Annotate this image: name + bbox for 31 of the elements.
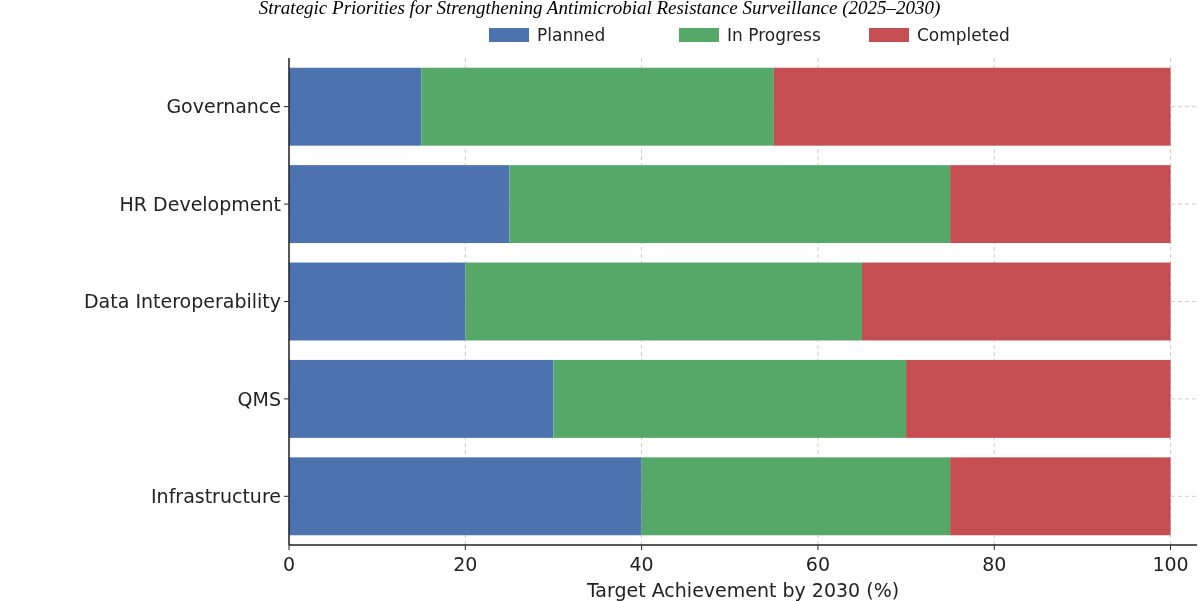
bar [289, 262, 466, 341]
bar [553, 359, 907, 438]
bar [465, 262, 863, 341]
bar [641, 457, 951, 536]
x-axis-title: Target Achievement by 2030 (%) [585, 579, 900, 601]
x-tick-label: 0 [282, 553, 296, 575]
bar [289, 457, 642, 536]
y-tick-label: Data Interoperability [83, 290, 281, 313]
bar [862, 262, 1171, 341]
bar [509, 165, 951, 244]
x-tick-label: 80 [982, 553, 1007, 575]
legend-label: In Progress [727, 24, 821, 45]
legend-label: Planned [537, 24, 606, 45]
y-tick-label: Infrastructure [150, 484, 281, 507]
bar [421, 67, 774, 146]
bar [289, 359, 554, 438]
bar [289, 67, 422, 146]
bar [906, 359, 1171, 438]
bar [289, 165, 510, 244]
x-tick-label: 100 [1152, 553, 1189, 575]
bar [950, 165, 1171, 244]
bar [950, 457, 1171, 536]
y-tick-label: Governance [166, 95, 281, 118]
legend-label: Completed [917, 24, 1010, 45]
bar [773, 67, 1171, 146]
chart-title: Strategic Priorities for Strengthening Antimicrobial Resistance Surveillance (2025–2030) [258, 0, 941, 19]
y-tick-label: QMS [237, 387, 281, 410]
y-tick-label: HR Development [119, 192, 281, 215]
x-tick-label: 20 [453, 553, 478, 575]
x-tick-label: 60 [805, 553, 831, 575]
x-tick-label: 40 [629, 553, 654, 575]
